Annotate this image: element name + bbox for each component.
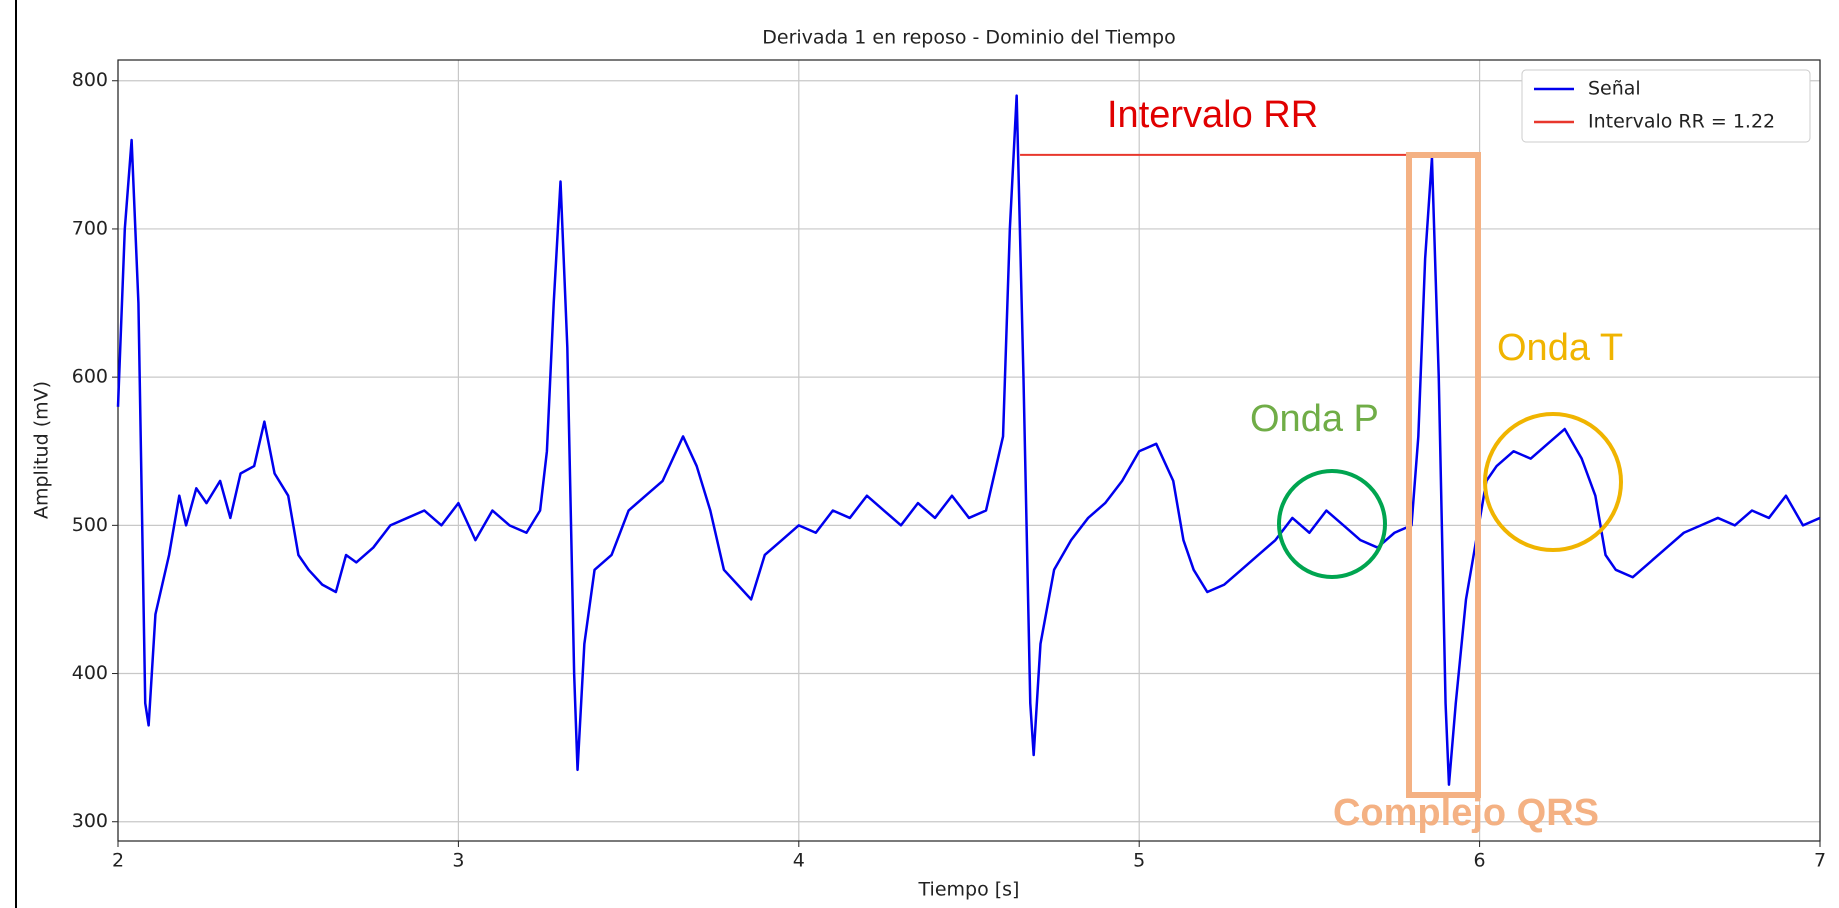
legend-label: Intervalo RR = 1.22 <box>1588 111 1775 133</box>
annotation: Intervalo RR <box>1107 94 1318 136</box>
p-wave-marker <box>1277 469 1387 579</box>
t-wave-marker <box>1483 412 1623 552</box>
y-tick-label: 700 <box>72 217 108 239</box>
y-tick-label: 600 <box>72 366 108 388</box>
plot-frame <box>117 59 1821 842</box>
y-tick-label: 400 <box>72 662 108 684</box>
plot-area: 300 400 500 600 700 800 2 3 4 5 6 7 Señal Intervalo R… <box>72 59 1826 872</box>
x-tick-label: 5 <box>1133 850 1145 872</box>
x-axis-label: Tiempo [s] <box>918 879 1020 901</box>
y-tick-label: 800 <box>72 69 108 91</box>
x-tick-label: 6 <box>1474 850 1486 872</box>
x-tick-label: 7 <box>1814 850 1826 872</box>
annotation: Onda T <box>1497 327 1623 369</box>
series-line <box>116 94 1821 786</box>
y-tick-label: 300 <box>72 810 108 832</box>
x-tick-label: 3 <box>452 850 464 872</box>
annotation: Complejo QRS <box>1333 792 1599 834</box>
x-tick-label: 4 <box>793 850 805 872</box>
chart-title: Derivada 1 en reposo - Dominio del Tiemp… <box>762 27 1175 49</box>
y-tick-label: 500 <box>72 514 108 536</box>
y-axis-label: Amplitud (mV) <box>31 381 53 519</box>
qrs-marker <box>1406 152 1481 798</box>
legend-box <box>1521 69 1811 143</box>
legend-label: Señal <box>1588 78 1641 100</box>
annotation: Onda P <box>1250 398 1379 440</box>
x-tick-label: 2 <box>112 850 124 872</box>
